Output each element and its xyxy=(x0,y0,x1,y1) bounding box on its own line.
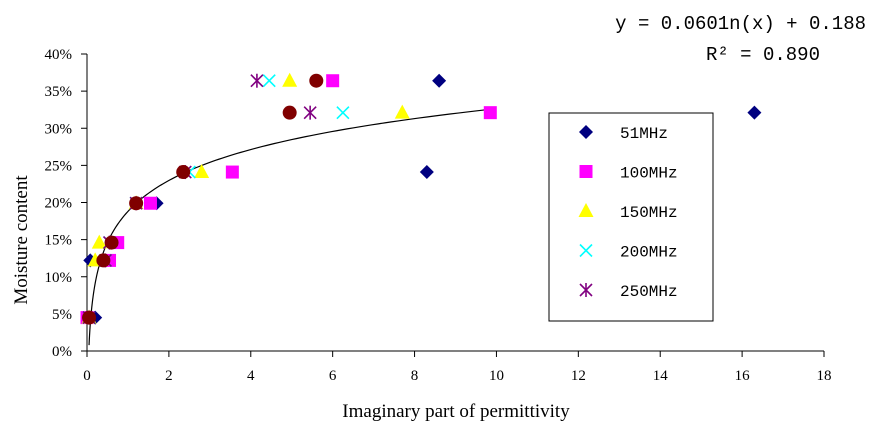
x-tick-label: 2 xyxy=(165,368,173,384)
data-point xyxy=(96,253,111,268)
legend-label: 250MHz xyxy=(620,283,678,301)
data-point-shape xyxy=(143,196,157,210)
data-point-shape xyxy=(419,165,434,180)
data-point xyxy=(104,235,119,250)
data-point-shape xyxy=(194,164,210,179)
legend-marker xyxy=(579,283,593,297)
legend-marker xyxy=(579,165,593,178)
data-point-shape xyxy=(82,310,97,325)
legend-marker xyxy=(579,243,593,258)
data-point xyxy=(129,196,144,211)
x-tick-label: 12 xyxy=(571,368,586,384)
data-point-shape xyxy=(104,235,119,250)
data-point-shape xyxy=(747,105,762,120)
trendline-equation: y = 0.0601n(x) + 0.188 R² = 0.890 xyxy=(615,13,866,66)
data-point xyxy=(225,165,239,179)
data-point-shape xyxy=(483,106,497,120)
x-tick-label: 8 xyxy=(411,368,419,384)
y-tick-label: 15% xyxy=(45,233,73,249)
data-points xyxy=(80,72,762,325)
data-point-shape xyxy=(309,73,324,88)
data-point-shape xyxy=(176,165,191,180)
legend-marker-stroke xyxy=(579,243,593,258)
data-point xyxy=(432,73,447,88)
trendline xyxy=(88,108,493,346)
legend-label: 100MHz xyxy=(620,165,678,183)
data-point-shape xyxy=(394,104,410,119)
legend-marker-shape xyxy=(578,203,594,217)
data-point xyxy=(419,165,434,180)
legend-marker xyxy=(578,203,594,217)
data-point-shape xyxy=(129,196,144,211)
x-axis-title: Imaginary part of permittivity xyxy=(342,401,570,422)
data-point-stroke xyxy=(262,74,276,88)
x-tick-label: 0 xyxy=(83,368,91,384)
x-tick-label: 14 xyxy=(653,368,669,384)
data-point xyxy=(82,310,97,325)
x-tick-label: 16 xyxy=(735,368,751,384)
y-tick-label: 0% xyxy=(52,344,72,360)
data-point xyxy=(326,74,340,88)
data-point xyxy=(143,196,157,210)
data-point-shape xyxy=(96,253,111,268)
legend-label: 200MHz xyxy=(620,244,678,262)
x-tick-label: 4 xyxy=(247,368,255,384)
x-tick-label: 6 xyxy=(329,368,337,384)
axes: 0 2 4 6 8 10 12 14 16 18 0% 5% 10% 15% 20% 25% 30% 35% 40% xyxy=(45,47,832,384)
data-point-shape xyxy=(225,165,239,179)
data-point xyxy=(394,104,410,119)
data-point-shape xyxy=(326,74,340,88)
legend-marker xyxy=(579,125,593,139)
data-point xyxy=(176,165,191,180)
y-tick-label: 10% xyxy=(45,270,73,286)
data-point-stroke xyxy=(336,106,350,120)
legend: 51MHz 100MHz 150MHz 200MHz 250MHz xyxy=(548,112,714,322)
data-point-shape xyxy=(432,73,447,88)
data-point xyxy=(303,105,317,120)
data-point xyxy=(250,73,264,88)
data-point xyxy=(91,234,107,249)
legend-label: 150MHz xyxy=(620,204,678,222)
data-point-shape xyxy=(91,234,107,249)
data-point xyxy=(747,105,762,120)
data-point xyxy=(282,72,298,87)
data-point xyxy=(194,164,210,179)
y-axis-title: Moisture content xyxy=(11,175,32,305)
y-tick-label: 20% xyxy=(45,196,73,212)
equation-text: y = 0.0601n(x) + 0.188 xyxy=(615,13,866,35)
data-point xyxy=(336,106,350,120)
y-tick-label: 40% xyxy=(45,47,73,63)
data-point xyxy=(309,73,324,88)
r-squared-text: R² = 0.890 xyxy=(706,44,820,66)
y-tick-label: 35% xyxy=(45,84,73,100)
series-250mhz xyxy=(82,73,317,325)
y-tick-label: 5% xyxy=(52,307,72,323)
legend-label: 51MHz xyxy=(620,125,668,143)
data-point xyxy=(282,105,297,120)
data-point xyxy=(483,106,497,120)
x-tick-label: 10 xyxy=(489,368,504,384)
y-tick-label: 30% xyxy=(45,121,73,137)
y-tick-label: 25% xyxy=(45,158,73,174)
data-point-shape xyxy=(282,72,298,87)
data-point-shape xyxy=(282,105,297,120)
x-tick-label: 18 xyxy=(817,368,832,384)
series-unlabeled xyxy=(82,73,324,325)
data-point xyxy=(262,74,276,88)
trendline-path xyxy=(88,108,493,346)
legend-marker-shape xyxy=(579,165,593,178)
legend-marker-shape xyxy=(579,125,593,139)
legend-box xyxy=(548,112,714,322)
